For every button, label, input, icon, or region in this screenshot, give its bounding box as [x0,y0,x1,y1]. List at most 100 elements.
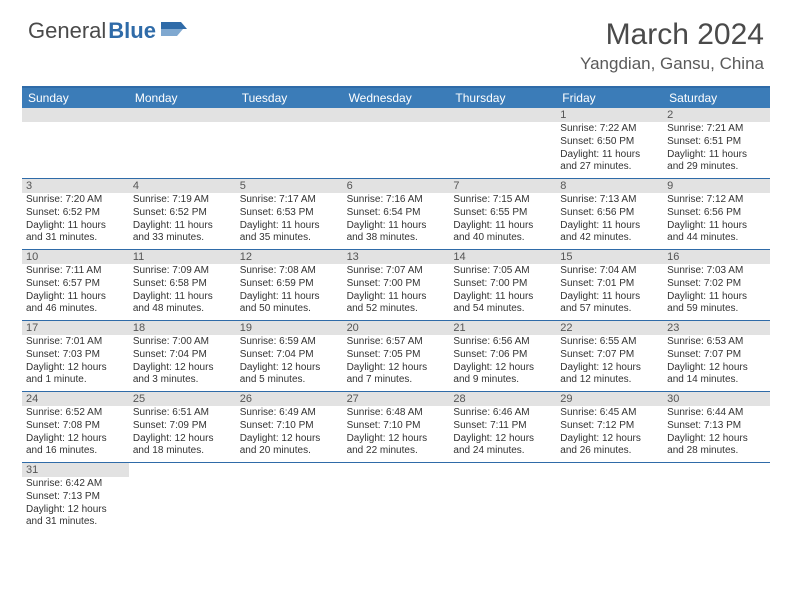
weekday-header: Sunday [22,88,129,108]
day-number: 4 [133,180,232,192]
weekday-header: Tuesday [236,88,343,108]
day-number: 7 [453,180,552,192]
daylight-text: Daylight: 11 hours and 59 minutes. [667,291,766,317]
calendar-day: 19Sunrise: 6:59 AMSunset: 7:04 PMDayligh… [236,321,343,391]
sunrise-text: Sunrise: 7:19 AM [133,194,232,207]
calendar-day: 11Sunrise: 7:09 AMSunset: 6:58 PMDayligh… [129,250,236,320]
sunrise-text: Sunrise: 7:09 AM [133,265,232,278]
flag-icon [161,18,187,44]
daylight-text: Daylight: 11 hours and 44 minutes. [667,220,766,246]
day-number-bar [129,108,236,122]
calendar-day: 15Sunrise: 7:04 AMSunset: 7:01 PMDayligh… [556,250,663,320]
day-number-bar: 5 [236,179,343,193]
day-number-bar: 30 [663,392,770,406]
sunrise-text: Sunrise: 6:57 AM [347,336,446,349]
day-number-bar: 3 [22,179,129,193]
calendar-day: 22Sunrise: 6:55 AMSunset: 7:07 PMDayligh… [556,321,663,391]
calendar-day [663,463,770,533]
day-number-bar: 21 [449,321,556,335]
calendar-day [236,108,343,178]
day-number: 17 [26,322,125,334]
logo-text-general: General [28,18,106,44]
day-number: 12 [240,251,339,263]
day-number-bar: 27 [343,392,450,406]
day-number-bar: 14 [449,250,556,264]
day-number: 20 [347,322,446,334]
calendar-day: 12Sunrise: 7:08 AMSunset: 6:59 PMDayligh… [236,250,343,320]
daylight-text: Daylight: 12 hours and 14 minutes. [667,362,766,388]
weekday-header: Monday [129,88,236,108]
sunset-text: Sunset: 7:10 PM [240,420,339,433]
daylight-text: Daylight: 12 hours and 18 minutes. [133,433,232,459]
day-number: 16 [667,251,766,263]
day-number: 24 [26,393,125,405]
sunrise-text: Sunrise: 7:04 AM [560,265,659,278]
day-number: 14 [453,251,552,263]
day-number-bar: 23 [663,321,770,335]
daylight-text: Daylight: 12 hours and 7 minutes. [347,362,446,388]
day-number-bar: 16 [663,250,770,264]
sunrise-text: Sunrise: 7:07 AM [347,265,446,278]
sunset-text: Sunset: 6:51 PM [667,136,766,149]
daylight-text: Daylight: 11 hours and 48 minutes. [133,291,232,317]
sunset-text: Sunset: 7:13 PM [667,420,766,433]
daylight-text: Daylight: 11 hours and 40 minutes. [453,220,552,246]
day-number: 27 [347,393,446,405]
calendar-day: 10Sunrise: 7:11 AMSunset: 6:57 PMDayligh… [22,250,129,320]
sunrise-text: Sunrise: 7:08 AM [240,265,339,278]
day-number-bar: 10 [22,250,129,264]
sunset-text: Sunset: 6:50 PM [560,136,659,149]
day-number-bar [236,108,343,122]
location-subtitle: Yangdian, Gansu, China [580,54,764,74]
sunset-text: Sunset: 6:57 PM [26,278,125,291]
logo-text-blue: Blue [108,18,156,44]
sunset-text: Sunset: 7:09 PM [133,420,232,433]
calendar-day [343,108,450,178]
day-number-bar: 9 [663,179,770,193]
day-number-bar: 20 [343,321,450,335]
day-number-bar: 7 [449,179,556,193]
day-number-bar: 13 [343,250,450,264]
calendar-day: 8Sunrise: 7:13 AMSunset: 6:56 PMDaylight… [556,179,663,249]
calendar-day: 30Sunrise: 6:44 AMSunset: 7:13 PMDayligh… [663,392,770,462]
day-number-bar [343,108,450,122]
daylight-text: Daylight: 12 hours and 22 minutes. [347,433,446,459]
day-number-bar: 2 [663,108,770,122]
calendar-day: 25Sunrise: 6:51 AMSunset: 7:09 PMDayligh… [129,392,236,462]
day-number-bar [22,108,129,122]
sunrise-text: Sunrise: 7:22 AM [560,123,659,136]
sunrise-text: Sunrise: 6:48 AM [347,407,446,420]
daylight-text: Daylight: 11 hours and 33 minutes. [133,220,232,246]
calendar-day: 21Sunrise: 6:56 AMSunset: 7:06 PMDayligh… [449,321,556,391]
sunrise-text: Sunrise: 7:00 AM [133,336,232,349]
calendar: Sunday Monday Tuesday Wednesday Thursday… [22,86,770,533]
sunset-text: Sunset: 7:02 PM [667,278,766,291]
calendar-day: 28Sunrise: 6:46 AMSunset: 7:11 PMDayligh… [449,392,556,462]
calendar-week: 10Sunrise: 7:11 AMSunset: 6:57 PMDayligh… [22,250,770,321]
daylight-text: Daylight: 12 hours and 24 minutes. [453,433,552,459]
weekday-header-row: Sunday Monday Tuesday Wednesday Thursday… [22,88,770,108]
page-title: March 2024 [580,18,764,52]
sunrise-text: Sunrise: 7:05 AM [453,265,552,278]
daylight-text: Daylight: 12 hours and 1 minute. [26,362,125,388]
day-number: 3 [26,180,125,192]
sunset-text: Sunset: 6:56 PM [667,207,766,220]
sunset-text: Sunset: 6:56 PM [560,207,659,220]
daylight-text: Daylight: 12 hours and 9 minutes. [453,362,552,388]
day-number-bar: 15 [556,250,663,264]
sunrise-text: Sunrise: 7:16 AM [347,194,446,207]
sunset-text: Sunset: 6:59 PM [240,278,339,291]
sunrise-text: Sunrise: 6:59 AM [240,336,339,349]
sunset-text: Sunset: 7:04 PM [240,349,339,362]
daylight-text: Daylight: 12 hours and 5 minutes. [240,362,339,388]
sunrise-text: Sunrise: 6:56 AM [453,336,552,349]
day-number: 23 [667,322,766,334]
day-number: 28 [453,393,552,405]
daylight-text: Daylight: 11 hours and 57 minutes. [560,291,659,317]
sunrise-text: Sunrise: 6:42 AM [26,478,125,491]
day-number: 26 [240,393,339,405]
sunset-text: Sunset: 7:12 PM [560,420,659,433]
calendar-week: 24Sunrise: 6:52 AMSunset: 7:08 PMDayligh… [22,392,770,463]
day-number: 5 [240,180,339,192]
calendar-day: 24Sunrise: 6:52 AMSunset: 7:08 PMDayligh… [22,392,129,462]
